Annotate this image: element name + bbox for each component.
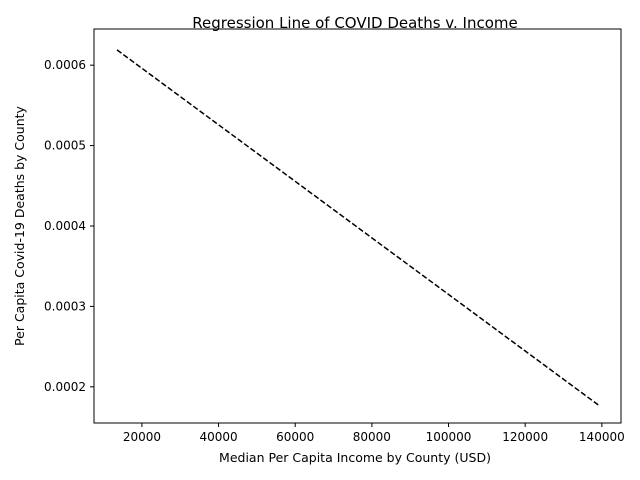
series-layer xyxy=(116,49,601,407)
y-tick-label: 0.0004 xyxy=(44,219,86,233)
y-tick-label: 0.0002 xyxy=(44,380,86,394)
y-axis: 0.0002 0.0003 0.0004 0.0005 0.0006 xyxy=(44,58,94,394)
x-tick-label: 100000 xyxy=(426,430,472,444)
x-axis: 20000 40000 60000 80000 100000 120000 140000 xyxy=(123,423,625,444)
x-tick-label: 120000 xyxy=(502,430,548,444)
y-tick-label: 0.0003 xyxy=(44,299,86,313)
x-tick-label: 60000 xyxy=(276,430,314,444)
x-tick-label: 80000 xyxy=(353,430,391,444)
regression-line xyxy=(116,49,601,407)
y-axis-label: Per Capita Covid-19 Deaths by County xyxy=(12,105,27,346)
x-tick-label: 140000 xyxy=(579,430,625,444)
y-tick-label: 0.0005 xyxy=(44,139,86,153)
y-tick-label: 0.0006 xyxy=(44,58,86,72)
x-tick-label: 40000 xyxy=(199,430,237,444)
x-tick-label: 20000 xyxy=(123,430,161,444)
plot-area xyxy=(93,28,622,424)
chart-title: Regression Line of COVID Deaths v. Incom… xyxy=(192,14,517,32)
x-axis-label: Median Per Capita Income by County (USD) xyxy=(219,450,491,465)
